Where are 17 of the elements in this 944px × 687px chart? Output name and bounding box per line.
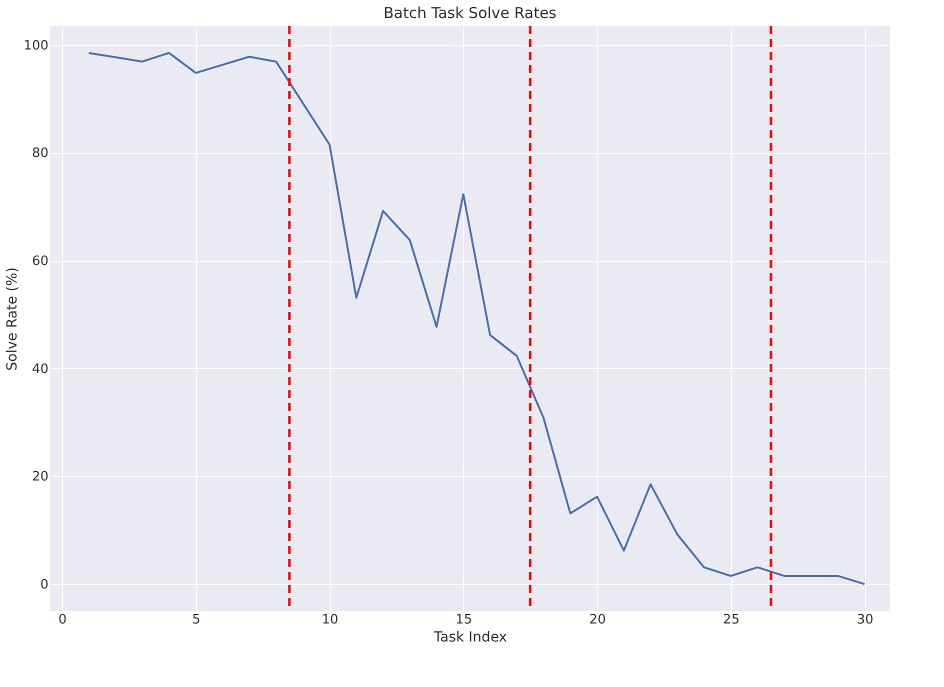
y-tick-label: 100 [24, 38, 48, 54]
y-tick-label: 0 [40, 578, 48, 593]
x-tick-label: 30 [856, 612, 874, 628]
x-tick-label: 10 [322, 612, 338, 628]
x-tick-label: 0 [58, 612, 67, 628]
x-tick-label: 25 [723, 612, 740, 628]
chart-title: Batch Task Solve Rates [384, 4, 557, 22]
x-tick-label: 15 [456, 612, 472, 628]
y-tick-label: 60 [32, 254, 48, 270]
x-axis-title: Task Index [432, 630, 508, 646]
y-tick-label: 40 [32, 362, 48, 377]
x-tick-label: 20 [589, 612, 606, 628]
y-tick-label: 80 [32, 146, 48, 162]
line-series [88, 52, 866, 586]
x-tick-label: 5 [192, 612, 200, 628]
y-axis-title: Solve Rate (%) [4, 267, 21, 371]
y-tick-label: 20 [32, 470, 48, 485]
